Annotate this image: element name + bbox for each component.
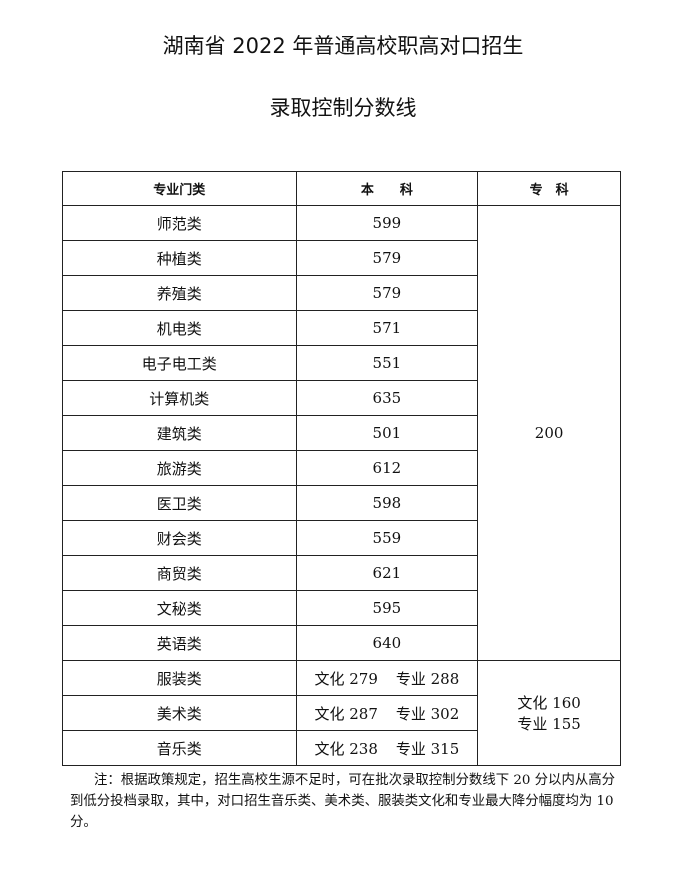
culture-score: 文化 287: [314, 704, 378, 723]
major-score: 专业 315: [395, 739, 460, 758]
undergrad-score-cell: 文化 279 专业 288: [295, 660, 479, 696]
table-row: 音乐类 文化 238 专业 315: [62, 730, 621, 766]
undergrad-score-cell: 571: [295, 310, 479, 346]
category-cell: 电子电工类: [62, 345, 297, 381]
category-cell: 服装类: [62, 660, 297, 696]
arts-junior-culture: 文化 160: [517, 694, 581, 712]
category-cell: 计算机类: [62, 380, 297, 416]
undergrad-score-cell: 595: [295, 590, 479, 626]
arts-junior-college-score-cell: 文化 160 专业 155: [477, 660, 621, 766]
undergrad-score-cell: 579: [295, 240, 479, 276]
culture-score: 文化 238: [314, 739, 378, 758]
undergrad-score-cell: 599: [295, 205, 479, 241]
table-row: 建筑类 501: [62, 415, 621, 451]
undergrad-score-cell: 559: [295, 520, 479, 556]
major-score: 专业 302: [395, 704, 460, 723]
category-cell: 旅游类: [62, 450, 297, 486]
table-row: 师范类 599 200: [62, 205, 621, 661]
culture-score: 文化 279: [314, 669, 378, 688]
table-row: 养殖类 579: [62, 275, 621, 311]
undergrad-score-cell: 598: [295, 485, 479, 521]
table-row: 种植类 579: [62, 240, 621, 276]
category-cell: 音乐类: [62, 730, 297, 766]
category-cell: 师范类: [62, 205, 297, 241]
footnote: 注：根据政策规定，招生高校生源不足时，可在批次录取控制分数线下 20 分以内从高…: [70, 773, 616, 830]
undergrad-score-cell: 551: [295, 345, 479, 381]
undergrad-score-cell: 635: [295, 380, 479, 416]
category-cell: 财会类: [62, 520, 297, 556]
category-cell: 英语类: [62, 625, 297, 661]
category-cell: 种植类: [62, 240, 297, 276]
table-row: 服装类 文化 279 专业 288 文化 160 专业 155: [62, 660, 621, 766]
table-row: 旅游类 612: [62, 450, 621, 486]
table-row: 计算机类 635: [62, 380, 621, 416]
table-row: 文秘类 595: [62, 590, 621, 626]
undergrad-score-cell: 640: [295, 625, 479, 661]
table-row: 机电类 571: [62, 310, 621, 346]
undergrad-score-cell: 612: [295, 450, 479, 486]
undergrad-score-cell: 621: [295, 555, 479, 591]
undergrad-score-cell: 579: [295, 275, 479, 311]
category-cell: 商贸类: [62, 555, 297, 591]
category-cell: 养殖类: [62, 275, 297, 311]
table-row: 医卫类 598: [62, 485, 621, 521]
junior-college-score-cell: 200: [477, 205, 621, 661]
category-cell: 机电类: [62, 310, 297, 346]
table-row: 英语类 640: [62, 625, 621, 661]
document-subtitle: 录取控制分数线: [269, 96, 417, 120]
category-cell: 美术类: [62, 695, 297, 731]
undergrad-score-cell: 文化 287 专业 302: [295, 695, 479, 731]
table-header-row: 专业门类 本 科 专 科: [62, 171, 621, 206]
category-cell: 建筑类: [62, 415, 297, 451]
score-table: 专业门类 本 科 专 科 师范类 599 200 种植类 579 养殖类 579 机电类 571…: [62, 171, 621, 766]
table-row: 财会类 559: [62, 520, 621, 556]
major-score: 专业 288: [395, 669, 460, 688]
table-row: 美术类 文化 287 专业 302: [62, 695, 621, 731]
undergrad-score-cell: 文化 238 专业 315: [295, 730, 479, 766]
header-undergrad: 本 科: [295, 171, 479, 206]
document-title: 湖南省 2022 年普通高校职高对口招生: [162, 34, 524, 58]
header-junior-college: 专 科: [477, 171, 621, 206]
arts-junior-major: 专业 155: [517, 715, 581, 733]
category-cell: 医卫类: [62, 485, 297, 521]
table-row: 电子电工类 551: [62, 345, 621, 381]
header-category: 专业门类: [62, 171, 297, 206]
category-cell: 文秘类: [62, 590, 297, 626]
undergrad-score-cell: 501: [295, 415, 479, 451]
